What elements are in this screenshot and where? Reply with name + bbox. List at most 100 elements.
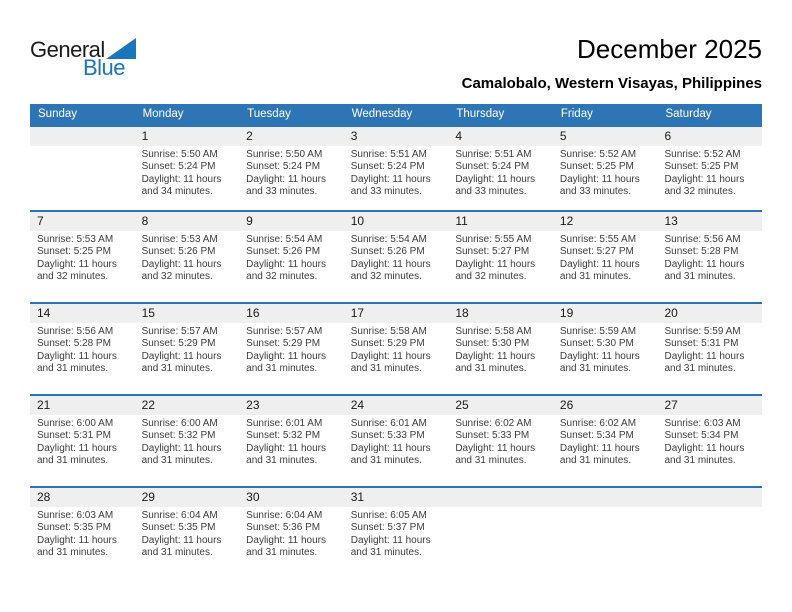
daylight-text: Daylight: 11 hours and 31 minutes. [559,350,640,375]
sunrise-text: Sunrise: 5:58 AM [455,326,532,337]
day-number [30,127,135,146]
day-details: Sunrise: 6:03 AM Sunset: 5:34 PM Daylight:… [657,415,762,468]
day-details: Sunrise: 5:55 AM Sunset: 5:27 PM Daylight:… [448,231,553,284]
sunrise-text: Sunrise: 5:58 AM [350,326,427,337]
day-cell-20: 20 Sunrise: 5:59 AM Sunset: 5:31 PM Dayligh… [657,304,763,394]
sunrise-text: Sunrise: 6:02 AM [455,418,532,429]
sunrise-text: Sunrise: 6:00 AM [37,418,114,429]
sunset-text: Sunset: 5:35 PM [141,522,216,534]
day-number: 15 [134,304,240,323]
day-details: Sunrise: 5:55 AM Sunset: 5:27 PM Daylight:… [553,231,658,284]
day-details: Sunrise: 5:53 AM Sunset: 5:26 PM Daylight:… [135,231,240,284]
sunrise-text: Sunrise: 5:59 AM [664,326,741,337]
day-number: 30 [239,488,344,507]
day-number: 21 [30,396,135,415]
day-number: 4 [448,127,553,146]
day-details: Sunrise: 6:00 AM Sunset: 5:32 PM Daylight:… [135,415,240,468]
daylight-text: Daylight: 11 hours and 31 minutes. [37,534,117,559]
weekday-header-monday: Monday [142,108,184,120]
day-cell-6: 6 Sunrise: 5:52 AM Sunset: 5:25 PM Daylight… [657,127,763,210]
day-details: Sunrise: 6:03 AM Sunset: 5:35 PM Daylight:… [30,507,135,560]
sunset-text: Sunset: 5:24 PM [141,161,216,173]
day-number: 9 [239,212,344,231]
sunrise-text: Sunrise: 6:02 AM [559,418,637,429]
day-number: 10 [343,212,449,231]
sunset-text: Sunset: 5:37 PM [350,522,425,534]
sunrise-text: Sunrise: 5:54 AM [350,234,427,245]
sunrise-text: Sunrise: 6:01 AM [350,418,427,429]
day-number: 22 [134,396,240,415]
daylight-text: Daylight: 11 hours and 31 minutes. [246,442,327,467]
sunrise-text: Sunrise: 6:04 AM [246,510,323,521]
week-row: 7 Sunrise: 5:53 AM Sunset: 5:25 PM Daylight… [30,210,763,302]
day-cell-22: 22 Sunrise: 6:00 AM Sunset: 5:32 PM Dayligh… [134,396,240,486]
day-cell-15: 15 Sunrise: 5:57 AM Sunset: 5:29 PM Dayligh… [134,304,240,394]
sunset-text: Sunset: 5:26 PM [246,246,321,258]
logo-triangle-icon [105,38,136,59]
daylight-text: Daylight: 11 hours and 31 minutes. [455,442,536,467]
day-cell-9: 9 Sunrise: 5:54 AM Sunset: 5:26 PM Daylight… [239,212,344,302]
sunrise-text: Sunrise: 5:52 AM [559,149,637,160]
sunrise-text: Sunrise: 5:52 AM [664,149,741,160]
daylight-text: Daylight: 11 hours and 32 minutes. [37,258,117,283]
day-cell-18: 18 Sunrise: 5:58 AM Sunset: 5:30 PM Dayligh… [448,304,553,394]
daylight-text: Daylight: 11 hours and 34 minutes. [141,173,222,198]
day-number: 3 [343,127,449,146]
day-number: 28 [30,488,135,507]
day-number: 27 [657,396,763,415]
day-number: 31 [343,488,449,507]
sunset-text: Sunset: 5:24 PM [246,161,321,173]
daylight-text: Daylight: 11 hours and 31 minutes. [350,350,431,375]
sunrise-text: Sunrise: 5:50 AM [141,149,218,160]
titles: December 2025 Camalobalo, Western Visaya… [462,34,762,92]
sunset-text: Sunset: 5:30 PM [455,338,530,350]
day-cell-empty [552,488,658,612]
daylight-text: Daylight: 11 hours and 33 minutes. [350,173,431,198]
day-details: Sunrise: 5:57 AM Sunset: 5:29 PM Daylight:… [135,323,240,376]
day-cell-12: 12 Sunrise: 5:55 AM Sunset: 5:27 PM Dayligh… [552,212,658,302]
day-number: 11 [448,212,553,231]
daylight-text: Daylight: 11 hours and 31 minutes. [559,258,640,283]
day-details: Sunrise: 5:56 AM Sunset: 5:28 PM Daylight:… [657,231,762,284]
day-cell-30: 30 Sunrise: 6:04 AM Sunset: 5:36 PM Dayligh… [239,488,344,612]
sunset-text: Sunset: 5:29 PM [246,338,321,350]
day-cell-10: 10 Sunrise: 5:54 AM Sunset: 5:26 PM Dayligh… [343,212,449,302]
day-number [448,488,553,507]
day-number: 13 [657,212,763,231]
day-cell-8: 8 Sunrise: 5:53 AM Sunset: 5:26 PM Daylight… [134,212,240,302]
logo-text-general: General [30,37,105,62]
daylight-text: Daylight: 11 hours and 31 minutes. [664,258,745,283]
day-details: Sunrise: 5:54 AM Sunset: 5:26 PM Daylight:… [239,231,344,284]
sunset-text: Sunset: 5:32 PM [246,430,321,442]
sunrise-text: Sunrise: 5:51 AM [455,149,532,160]
day-details: Sunrise: 5:52 AM Sunset: 5:25 PM Daylight:… [553,146,658,199]
day-number: 2 [239,127,344,146]
daylight-text: Daylight: 11 hours and 31 minutes. [141,534,222,559]
day-cell-21: 21 Sunrise: 6:00 AM Sunset: 5:31 PM Dayligh… [30,396,135,486]
day-cell-13: 13 Sunrise: 5:56 AM Sunset: 5:28 PM Dayligh… [657,212,763,302]
sunrise-text: Sunrise: 5:55 AM [455,234,532,245]
day-number: 1 [134,127,240,146]
day-cell-27: 27 Sunrise: 6:03 AM Sunset: 5:34 PM Dayligh… [657,396,763,486]
day-details: Sunrise: 6:00 AM Sunset: 5:31 PM Daylight:… [30,415,135,468]
day-details: Sunrise: 5:58 AM Sunset: 5:29 PM Daylight:… [344,323,449,376]
day-cell-25: 25 Sunrise: 6:02 AM Sunset: 5:33 PM Dayligh… [448,396,553,486]
sunset-text: Sunset: 5:30 PM [559,338,634,350]
day-details: Sunrise: 5:58 AM Sunset: 5:30 PM Daylight:… [448,323,553,376]
sunset-text: Sunset: 5:33 PM [455,430,530,442]
sunrise-text: Sunrise: 5:57 AM [246,326,323,337]
sunset-text: Sunset: 5:34 PM [664,430,739,442]
sunset-text: Sunset: 5:33 PM [350,430,425,442]
general-blue-logo: General Blue [30,38,170,79]
daylight-text: Daylight: 11 hours and 31 minutes. [37,442,117,467]
day-number: 24 [343,396,449,415]
sunrise-text: Sunrise: 6:01 AM [246,418,323,429]
day-cell-23: 23 Sunrise: 6:01 AM Sunset: 5:32 PM Dayligh… [239,396,344,486]
weekday-header-friday: Friday [560,108,593,120]
sunrise-text: Sunrise: 5:55 AM [559,234,637,245]
week-row: 1 Sunrise: 5:50 AM Sunset: 5:24 PM Daylight… [30,125,763,210]
sunset-text: Sunset: 5:24 PM [455,161,530,173]
sunset-text: Sunset: 5:29 PM [141,338,216,350]
day-number: 17 [343,304,449,323]
